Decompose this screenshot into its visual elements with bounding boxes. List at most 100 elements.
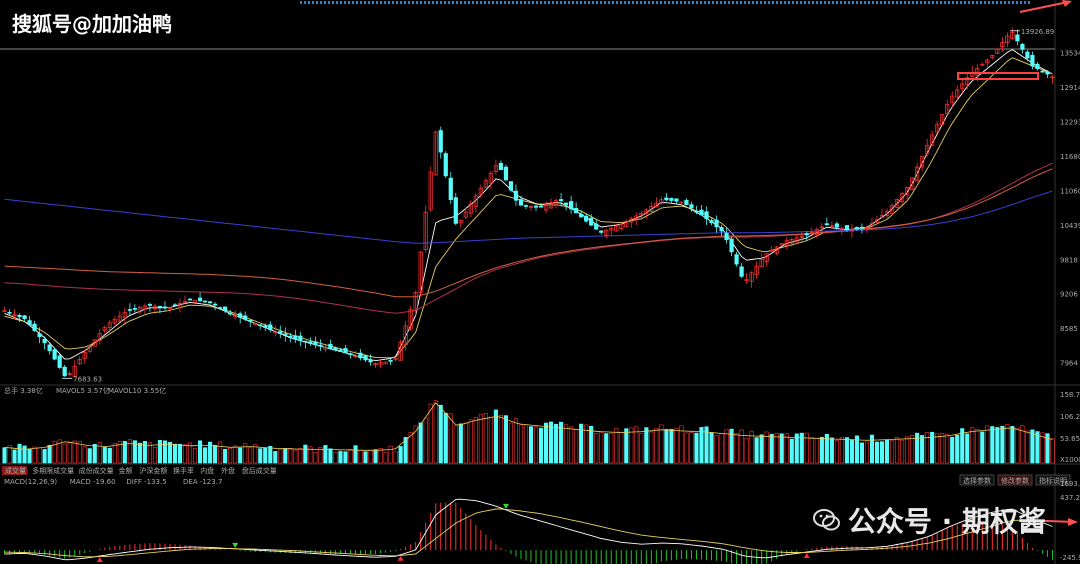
top-ticker-dot xyxy=(612,1,614,4)
top-ticker-dot xyxy=(920,1,922,4)
top-ticker-dot xyxy=(940,1,942,4)
indicator-tab[interactable]: 多期限成交量 xyxy=(32,466,74,475)
top-ticker-dot xyxy=(656,1,658,4)
volume-bar xyxy=(198,440,203,464)
top-ticker-dot xyxy=(968,1,970,4)
candle-body xyxy=(508,181,514,191)
top-ticker-dot xyxy=(692,1,694,4)
candle-body xyxy=(804,233,809,236)
top-ticker-dot xyxy=(840,1,842,4)
macd-button[interactable]: 修改参数 xyxy=(1001,476,1029,485)
volume-bar xyxy=(233,445,238,464)
candle-body xyxy=(1045,71,1050,75)
candle-body xyxy=(1005,35,1010,43)
moving-average-line xyxy=(4,49,1053,362)
indicator-tab[interactable]: 金额 xyxy=(119,466,133,475)
volume-bar xyxy=(182,444,188,464)
volume-bar xyxy=(428,403,433,464)
volume-bar xyxy=(814,437,819,464)
moving-average-line xyxy=(4,168,1053,298)
volume-bar xyxy=(77,441,82,464)
top-ticker-dot xyxy=(884,1,886,4)
indicator-tab[interactable]: 盘后成交量 xyxy=(242,466,277,475)
top-ticker-dot xyxy=(304,1,306,4)
top-ticker-dot xyxy=(844,1,846,4)
indicator-tab[interactable]: 外盘 xyxy=(221,466,235,475)
indicator-tab[interactable]: 内盘 xyxy=(200,466,214,475)
volume-bar xyxy=(965,433,970,464)
volume-bar xyxy=(950,436,955,464)
top-ticker-dot xyxy=(836,1,838,4)
top-ticker-dot xyxy=(992,1,994,4)
candle-body xyxy=(448,177,453,200)
volume-bar xyxy=(889,440,895,464)
indicator-tab[interactable]: 成份成交量 xyxy=(79,466,114,475)
indicator-tab[interactable]: 成交量 xyxy=(5,466,26,475)
candle-body xyxy=(614,225,619,232)
top-ticker-dot xyxy=(508,1,510,4)
candle-body xyxy=(363,355,368,361)
candle-body xyxy=(298,335,303,342)
candle-body xyxy=(884,210,890,216)
volume-bar xyxy=(674,427,679,464)
candle-body xyxy=(889,205,895,214)
top-ticker-dot xyxy=(440,1,442,4)
macd-cross-marker xyxy=(502,503,509,509)
candle-body xyxy=(207,301,213,304)
candle-body xyxy=(313,341,318,346)
candle-body xyxy=(1050,76,1055,79)
macd-arrow xyxy=(1019,519,1076,523)
volume-bar xyxy=(418,422,423,464)
candle-body xyxy=(443,153,448,177)
candle-body xyxy=(819,226,824,229)
candle-body xyxy=(358,352,363,359)
price-tick-label: 11060 xyxy=(1060,187,1080,195)
candle-body xyxy=(182,300,188,303)
top-ticker-dot xyxy=(648,1,650,4)
candle-body xyxy=(27,320,32,325)
macd-button[interactable]: 指标说明 xyxy=(1039,476,1067,485)
candle-body xyxy=(950,95,955,103)
volume-bar xyxy=(478,413,483,464)
top-ticker-dot xyxy=(676,1,678,4)
volume-bar xyxy=(1000,425,1005,464)
top-ticker-dot xyxy=(484,1,486,4)
candle-body xyxy=(864,226,870,229)
volume-bar xyxy=(569,426,574,464)
candle-body xyxy=(1020,43,1025,50)
volume-bar xyxy=(363,451,368,464)
volume-bar xyxy=(584,424,589,464)
volume-bar xyxy=(413,425,418,464)
volume-bar xyxy=(849,440,854,464)
top-ticker-dot xyxy=(864,1,866,4)
candle-body xyxy=(920,155,925,168)
candle-body xyxy=(373,363,378,366)
candle-body xyxy=(258,324,263,327)
candle-body xyxy=(92,339,97,347)
indicator-tab[interactable]: 沪深金额 xyxy=(139,466,167,475)
volume-bar xyxy=(809,437,814,464)
candle-body xyxy=(754,265,759,275)
top-ticker-dot xyxy=(476,1,478,4)
top-ticker-dot xyxy=(556,1,558,4)
candle-body xyxy=(343,348,348,354)
volume-bar xyxy=(328,448,333,464)
candle-body xyxy=(985,59,990,63)
top-ticker-dot xyxy=(984,1,986,4)
top-ticker-dot xyxy=(548,1,550,4)
volume-bar xyxy=(448,413,453,464)
volume-bar xyxy=(869,434,875,464)
volume-bar xyxy=(829,437,834,464)
candle-body xyxy=(925,144,930,155)
candle-body xyxy=(854,227,860,229)
top-ticker-dot xyxy=(860,1,862,4)
indicator-tab[interactable]: 换手率 xyxy=(173,466,194,475)
volume-bar xyxy=(970,427,975,464)
candle-body xyxy=(7,311,12,314)
top-ticker-dot xyxy=(384,1,386,4)
volume-tick-label: 53.65 xyxy=(1060,435,1080,443)
candle-body xyxy=(975,67,980,76)
top-ticker-dot xyxy=(568,1,570,4)
macd-button[interactable]: 选择参数 xyxy=(963,476,991,485)
